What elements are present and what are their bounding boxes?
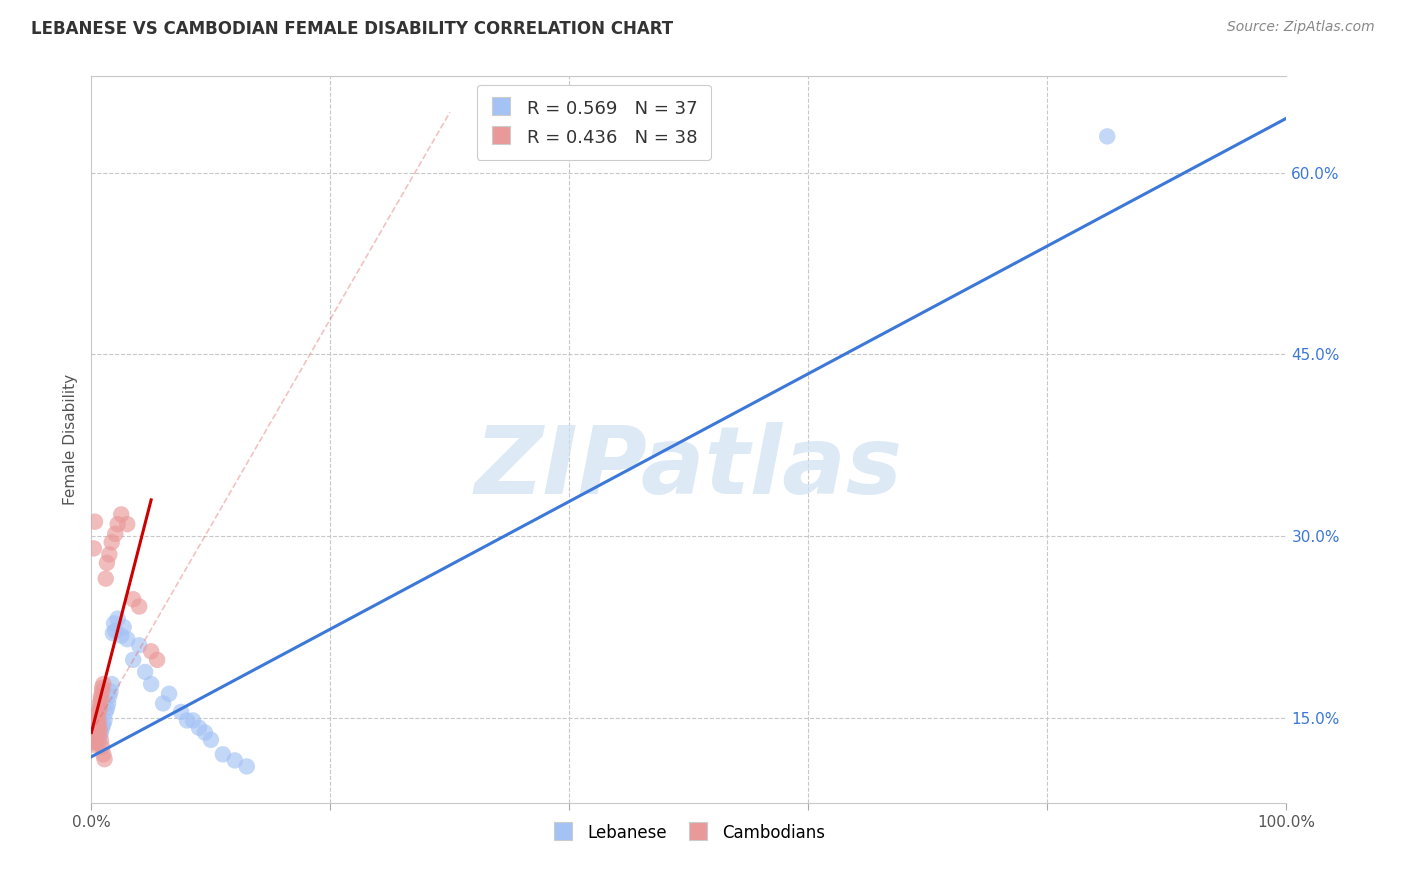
Point [115, 517, 138, 532]
Point [96, 556, 118, 570]
Point [82, 735, 104, 749]
Point [91, 684, 114, 698]
Point [103, 616, 125, 631]
Point [89, 701, 111, 715]
Point [84, 515, 107, 529]
Point [115, 632, 138, 647]
Point [90, 732, 112, 747]
Point [83, 541, 105, 556]
Point [141, 644, 162, 658]
Text: Source: ZipAtlas.com: Source: ZipAtlas.com [1227, 20, 1375, 34]
Point [93, 747, 114, 762]
Point [87, 718, 110, 732]
Point [84, 729, 107, 743]
Point [91, 721, 114, 735]
Text: LEBANESE VS CAMBODIAN FEMALE DISABILITY CORRELATION CHART: LEBANESE VS CAMBODIAN FEMALE DISABILITY … [31, 20, 673, 37]
Point [86, 729, 108, 743]
Point [122, 592, 145, 607]
Point [86, 714, 108, 728]
Y-axis label: Female Disability: Female Disability [63, 374, 79, 505]
Point [100, 684, 122, 698]
Point [170, 705, 193, 719]
Point [110, 629, 132, 643]
Point [97, 697, 120, 711]
Point [98, 689, 121, 703]
Point [181, 714, 204, 728]
Point [100, 535, 122, 549]
Point [134, 665, 156, 679]
Point [194, 725, 217, 739]
Point [1097, 129, 1119, 144]
Point [93, 752, 115, 766]
Point [200, 732, 222, 747]
Point [91, 681, 114, 695]
Point [235, 759, 259, 773]
Point [98, 548, 121, 562]
Point [112, 620, 135, 634]
Point [84, 725, 107, 739]
Point [93, 677, 114, 691]
Point [141, 677, 162, 691]
Point [146, 653, 169, 667]
Point [107, 517, 129, 532]
Point [110, 508, 132, 522]
Point [176, 714, 198, 728]
Legend: Lebanese, Cambodians: Lebanese, Cambodians [546, 816, 832, 849]
Point [89, 723, 111, 737]
Point [89, 697, 111, 711]
Point [86, 735, 108, 749]
Point [93, 714, 115, 728]
Point [87, 705, 110, 719]
Point [107, 612, 129, 626]
Point [211, 747, 233, 762]
Point [91, 740, 114, 755]
Point [152, 697, 174, 711]
Point [128, 638, 150, 652]
Point [94, 572, 117, 586]
Point [83, 738, 105, 752]
Point [87, 732, 110, 747]
Point [224, 753, 246, 767]
Point [96, 701, 118, 715]
Point [86, 721, 108, 735]
Point [187, 721, 211, 735]
Point [87, 714, 110, 728]
Point [89, 728, 111, 742]
Point [100, 677, 122, 691]
Point [84, 708, 107, 723]
Text: ZIPatlas: ZIPatlas [475, 423, 903, 515]
Point [90, 689, 112, 703]
Point [122, 653, 145, 667]
Point [84, 732, 107, 747]
Point [90, 725, 112, 739]
Point [93, 717, 114, 731]
Point [104, 624, 127, 638]
Point [90, 693, 112, 707]
Point [94, 705, 117, 719]
Point [157, 687, 180, 701]
Point [128, 599, 150, 614]
Point [84, 735, 107, 749]
Point [104, 526, 127, 541]
Point [101, 626, 124, 640]
